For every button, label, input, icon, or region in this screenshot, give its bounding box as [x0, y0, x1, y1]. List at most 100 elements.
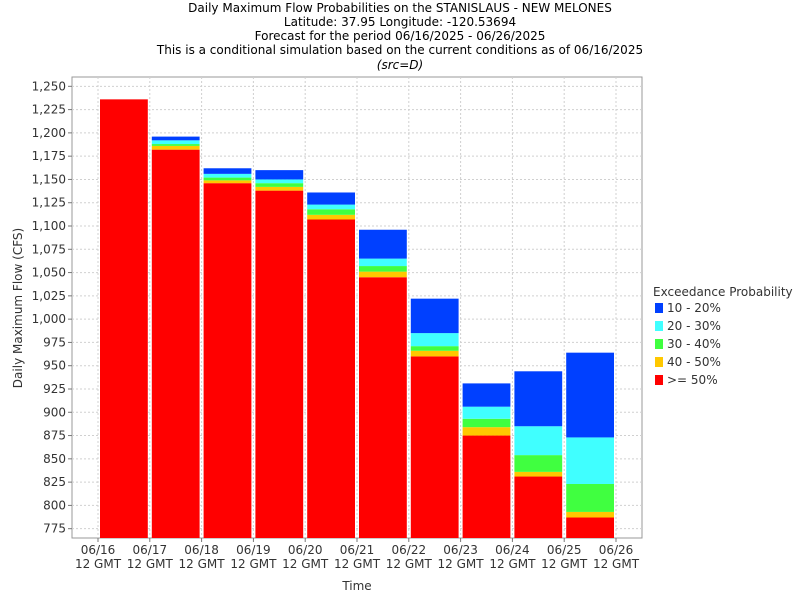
x-tick-label: 06/16 12 GMT [75, 543, 122, 571]
bar-segment [514, 455, 563, 472]
bar-segment [462, 418, 511, 428]
x-tick-time: 12 GMT [282, 557, 329, 571]
x-tick-label: 06/25 12 GMT [541, 543, 588, 571]
y-tick-label: 875 [43, 429, 66, 443]
legend-swatch [655, 375, 663, 385]
x-tick-label: 06/23 12 GMT [438, 543, 485, 571]
bar-segment [255, 183, 304, 187]
bar-segment [566, 437, 614, 484]
y-tick-label: 925 [43, 382, 66, 396]
bar-segment [203, 183, 252, 539]
bar-segment [410, 356, 459, 538]
y-tick-label: 950 [43, 359, 66, 373]
bar-segment [359, 258, 407, 267]
bar-segment [307, 214, 355, 220]
legend-swatch [655, 303, 663, 313]
bar-segment [307, 209, 355, 215]
x-tick-date: 06/22 [392, 543, 427, 557]
bar-segment [203, 168, 252, 174]
y-tick-label: 1,125 [32, 196, 66, 210]
chart-source: (src=D) [377, 58, 423, 72]
legend-label: 30 - 40% [667, 337, 721, 351]
bar-segment [566, 483, 614, 512]
bar-segment [410, 346, 459, 351]
bar-segment [203, 180, 252, 184]
y-axis-label: Daily Maximum Flow (CFS) [11, 228, 25, 388]
bar-segment [307, 204, 355, 210]
x-axis-label: Time [341, 579, 371, 593]
bar-segment [514, 426, 563, 456]
bar-segment [462, 427, 511, 436]
bar-segment [100, 99, 148, 539]
x-tick-label: 06/17 12 GMT [127, 543, 174, 571]
legend-swatch [655, 357, 663, 367]
bar-segment [359, 271, 407, 278]
x-tick-time: 12 GMT [489, 557, 536, 571]
x-tick-label: 06/26 12 GMT [593, 543, 640, 571]
x-tick-date: 06/18 [184, 543, 219, 557]
y-tick-label: 775 [43, 522, 66, 536]
x-tick-time: 12 GMT [541, 557, 588, 571]
legend-label: >= 50% [667, 373, 718, 387]
y-tick-label: 850 [43, 452, 66, 466]
y-tick-label: 1,075 [32, 242, 66, 256]
y-tick-label: 1,200 [32, 126, 66, 140]
x-tick-time: 12 GMT [593, 557, 640, 571]
bar-segment [359, 266, 407, 272]
y-tick-label: 1,225 [32, 103, 66, 117]
x-tick-time: 12 GMT [438, 557, 485, 571]
bar-segment [462, 406, 511, 419]
bar-segment [203, 177, 252, 181]
bar-segment [462, 435, 511, 538]
y-tick-label: 1,050 [32, 266, 66, 280]
x-tick-date: 06/23 [443, 543, 478, 557]
legend-swatch [655, 339, 663, 349]
x-tick-date: 06/20 [288, 543, 323, 557]
bar-segment [255, 186, 304, 191]
y-tick-label: 975 [43, 335, 66, 349]
bar-segment [255, 170, 304, 180]
bar-segment [151, 149, 200, 538]
bar-segment [151, 136, 200, 141]
bar-segment [255, 190, 304, 538]
bar-segment [462, 383, 511, 407]
chart-title: Daily Maximum Flow Probabilities on the … [188, 1, 612, 15]
x-tick-date: 06/19 [236, 543, 271, 557]
x-tick-date: 06/24 [495, 543, 530, 557]
bar-segment [514, 471, 563, 477]
bar-segment [151, 144, 200, 146]
x-tick-label: 06/20 12 GMT [282, 543, 329, 571]
x-tick-label: 06/19 12 GMT [230, 543, 277, 571]
x-tick-date: 06/26 [599, 543, 634, 557]
x-tick-time: 12 GMT [334, 557, 381, 571]
y-tick-label: 1,025 [32, 289, 66, 303]
bar-segment [410, 350, 459, 357]
x-tick-date: 06/25 [547, 543, 582, 557]
bar-segment [307, 219, 355, 538]
y-tick-label: 1,250 [32, 79, 66, 93]
bar-segment [151, 140, 200, 145]
x-tick-time: 12 GMT [230, 557, 277, 571]
y-tick-label: 1,000 [32, 312, 66, 326]
bar-segment [359, 277, 407, 538]
bar-segment [307, 192, 355, 205]
bar-segment [566, 517, 614, 538]
y-tick-label: 800 [43, 498, 66, 512]
x-tick-time: 12 GMT [75, 557, 122, 571]
legend-label: 40 - 50% [667, 355, 721, 369]
y-tick-label: 1,100 [32, 219, 66, 233]
bar-segment [566, 352, 614, 438]
y-tick-label: 1,150 [32, 172, 66, 186]
x-tick-date: 06/17 [133, 543, 168, 557]
chart-period: Forecast for the period 06/16/2025 - 06/… [255, 29, 546, 43]
bar-segment [410, 298, 459, 334]
chart-subtitle: Latitude: 37.95 Longitude: -120.53694 [284, 15, 516, 29]
legend-label: 20 - 30% [667, 319, 721, 333]
x-tick-time: 12 GMT [386, 557, 433, 571]
bar-segment [255, 179, 304, 184]
bar-segment [359, 229, 407, 259]
chart-note: This is a conditional simulation based o… [156, 43, 643, 57]
bar-segment [514, 476, 563, 538]
x-tick-time: 12 GMT [127, 557, 174, 571]
